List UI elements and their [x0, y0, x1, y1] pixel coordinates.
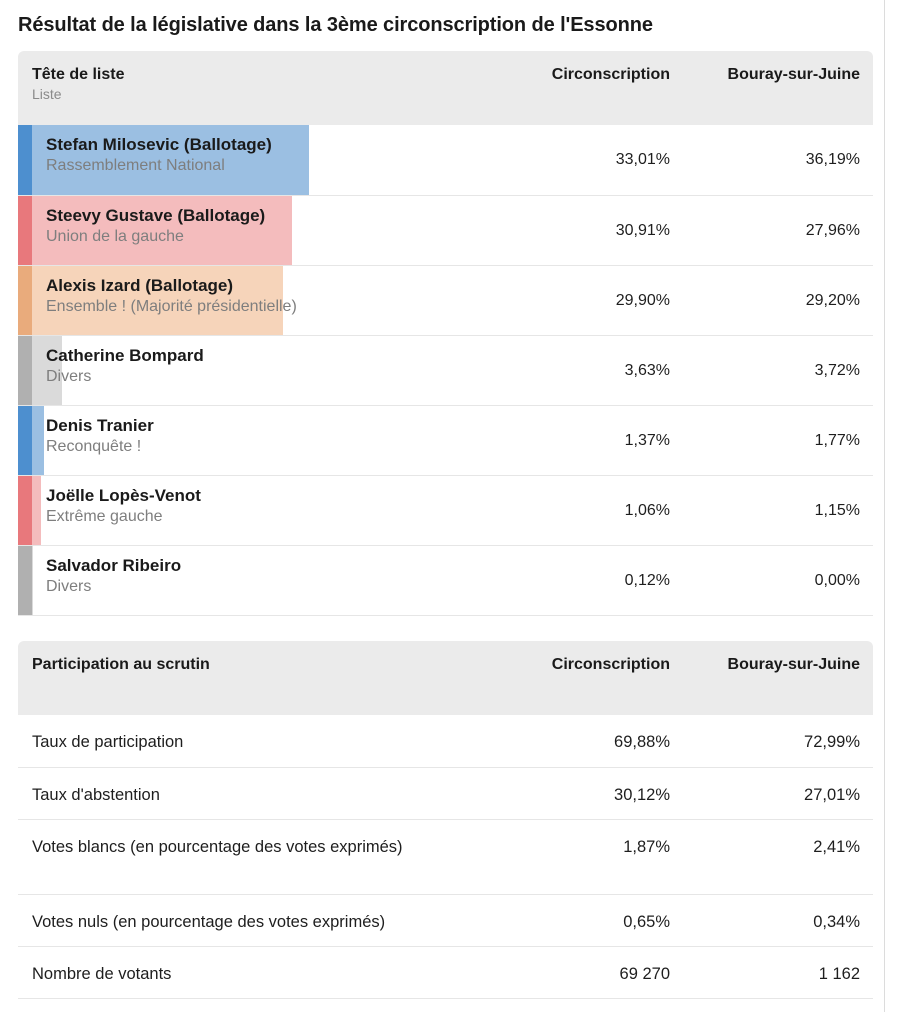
results-header-row: Tête de liste Liste Circonscription Bour…: [18, 51, 873, 125]
candidate-row: Salvador Ribeiro Divers 0,12% 0,00%: [18, 545, 873, 616]
candidate-name: Stefan Milosevic (Ballotage): [46, 135, 272, 154]
party-color-strip: [18, 545, 32, 614]
vote-share-bar: [32, 545, 33, 614]
header-commune: Bouray-sur-Juine: [683, 51, 873, 125]
candidate-list: Ensemble ! (Majorité présidentielle): [46, 297, 297, 315]
candidate-list: Reconquête !: [46, 437, 142, 455]
candidate-row: Alexis Izard (Ballotage) Ensemble ! (Maj…: [18, 265, 873, 336]
participation-label: Votes blancs (en pourcentage des votes e…: [18, 819, 493, 895]
party-color-strip: [18, 265, 32, 334]
circonscription-value: 1,06%: [493, 475, 683, 546]
vote-share-bar: [32, 475, 41, 544]
party-color-strip: [18, 335, 32, 404]
candidate-cell: Catherine Bompard Divers: [18, 335, 493, 406]
participation-row: Votes nuls (en pourcentage des votes exp…: [18, 894, 873, 947]
circonscription-value: 1,87%: [493, 819, 683, 895]
candidate-cell: Alexis Izard (Ballotage) Ensemble ! (Maj…: [18, 265, 493, 336]
candidate-name: Steevy Gustave (Ballotage): [46, 205, 266, 225]
participation-label: Taux d'abstention: [18, 767, 493, 820]
participation-row: Taux de participation 69,88% 72,99%: [18, 715, 873, 768]
candidate-cell: Joëlle Lopès-Venot Extrême gauche: [18, 475, 493, 546]
circonscription-value: 0,65%: [493, 894, 683, 947]
commune-value: 0,34%: [683, 894, 873, 947]
circonscription-value: 1,37%: [493, 405, 683, 476]
results-table: Tête de liste Liste Circonscription Bour…: [18, 51, 873, 616]
candidate-name: Joëlle Lopès-Venot: [46, 485, 201, 505]
candidate-row: Steevy Gustave (Ballotage) Union de la g…: [18, 195, 873, 266]
header-circonscription: Circonscription: [493, 641, 683, 715]
circonscription-value: 3,63%: [493, 335, 683, 406]
circonscription-value: 0,12%: [493, 545, 683, 616]
candidate-list: Divers: [46, 577, 92, 595]
candidate-cell: Steevy Gustave (Ballotage) Union de la g…: [18, 195, 493, 266]
commune-value: 3,72%: [683, 335, 873, 406]
candidate-cell: Denis Tranier Reconquête !: [18, 405, 493, 476]
header-liste-sublabel: Liste: [32, 86, 62, 102]
candidate-cell: Stefan Milosevic (Ballotage) Rassembleme…: [18, 125, 493, 196]
commune-value: 1,77%: [683, 405, 873, 476]
party-color-strip: [18, 125, 32, 194]
header-tete-de-liste-label: Tête de liste: [32, 66, 125, 83]
participation-row: Nombre de votants 69 270 1 162: [18, 946, 873, 999]
participation-row: Votes blancs (en pourcentage des votes e…: [18, 819, 873, 895]
vote-share-bar: [32, 405, 44, 474]
circonscription-value: 69 270: [493, 946, 683, 999]
commune-value: 27,96%: [683, 195, 873, 266]
candidate-row: Stefan Milosevic (Ballotage) Rassembleme…: [18, 125, 873, 196]
candidate-name: Denis Tranier: [46, 415, 154, 435]
header-tete-de-liste: Tête de liste Liste: [18, 51, 493, 125]
candidate-row: Denis Tranier Reconquête ! 1,37% 1,77%: [18, 405, 873, 476]
candidate-list: Rassemblement National: [46, 157, 225, 174]
commune-value: 0,00%: [683, 545, 873, 616]
header-commune: Bouray-sur-Juine: [683, 641, 873, 715]
commune-value: 29,20%: [683, 265, 873, 336]
candidate-cell: Salvador Ribeiro Divers: [18, 545, 493, 616]
vote-share-bar: [32, 195, 292, 264]
participation-table: Participation au scrutin Circonscription…: [18, 641, 873, 999]
participation-row: Taux d'abstention 30,12% 27,01%: [18, 767, 873, 820]
party-color-strip: [18, 405, 32, 474]
header-circonscription: Circonscription: [493, 51, 683, 125]
party-color-strip: [18, 195, 32, 264]
commune-value: 1 162: [683, 946, 873, 999]
candidate-row: Catherine Bompard Divers 3,63% 3,72%: [18, 335, 873, 406]
commune-value: 27,01%: [683, 767, 873, 820]
vote-share-bar: [32, 125, 309, 194]
page-title: Résultat de la législative dans la 3ème …: [18, 14, 653, 36]
commune-value: 2,41%: [683, 819, 873, 895]
circonscription-value: 30,12%: [493, 767, 683, 820]
circonscription-value: 30,91%: [493, 195, 683, 266]
header-participation: Participation au scrutin: [18, 641, 493, 715]
candidate-name: Alexis Izard (Ballotage): [46, 275, 234, 295]
vote-share-bar: [32, 265, 283, 334]
candidate-name: Catherine Bompard: [46, 345, 204, 365]
candidate-list: Union de la gauche: [46, 227, 184, 245]
participation-header-row: Participation au scrutin Circonscription…: [18, 641, 873, 715]
page-divider: [884, 0, 885, 1012]
commune-value: 72,99%: [683, 715, 873, 768]
candidate-list: Extrême gauche: [46, 507, 163, 525]
participation-label: Votes nuls (en pourcentage des votes exp…: [18, 894, 493, 947]
circonscription-value: 29,90%: [493, 265, 683, 336]
candidate-name: Salvador Ribeiro: [46, 555, 182, 575]
vote-share-bar: [32, 335, 62, 404]
participation-label: Nombre de votants: [18, 946, 493, 999]
commune-value: 1,15%: [683, 475, 873, 546]
party-color-strip: [18, 475, 32, 544]
commune-value: 36,19%: [683, 125, 873, 196]
candidate-row: Joëlle Lopès-Venot Extrême gauche 1,06% …: [18, 475, 873, 546]
candidate-list: Divers: [46, 367, 92, 385]
circonscription-value: 69,88%: [493, 715, 683, 768]
participation-label: Taux de participation: [18, 715, 493, 768]
circonscription-value: 33,01%: [493, 125, 683, 196]
